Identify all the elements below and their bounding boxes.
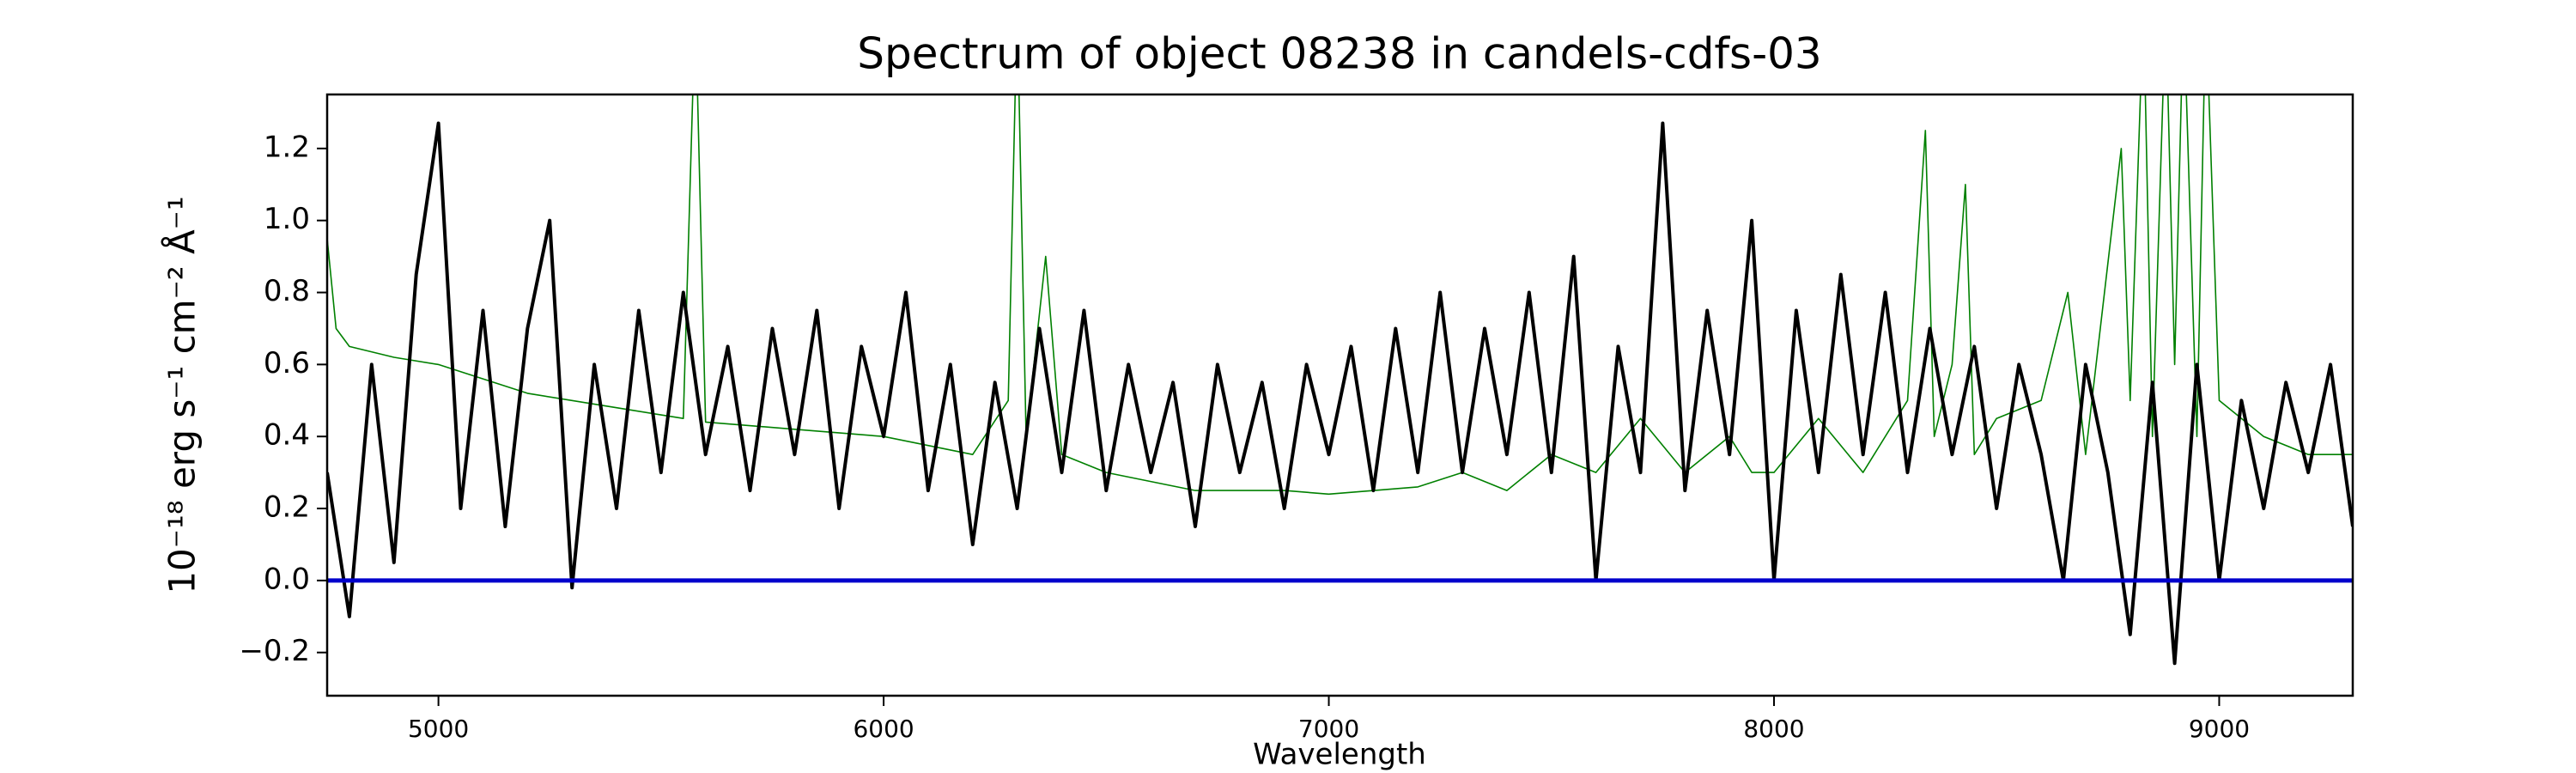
chart-title: Spectrum of object 08238 in candels-cdfs… — [857, 29, 1822, 79]
y-tick-label: 1.2 — [264, 130, 310, 164]
x-tick-label: 5000 — [408, 715, 469, 743]
x-tick-label: 6000 — [853, 715, 914, 743]
spectrum-line — [327, 121, 2353, 666]
y-tick-label: 1.0 — [264, 202, 310, 236]
x-tick-label: 7000 — [1298, 715, 1359, 743]
y-tick-label: 0.0 — [264, 562, 310, 596]
y-tick-label: 0.6 — [264, 346, 310, 380]
x-axis-label: Wavelength — [1253, 738, 1426, 772]
y-tick-label: 0.4 — [264, 418, 310, 453]
y-axis-label: 10⁻¹⁸ erg s⁻¹ cm⁻² Å⁻¹ — [161, 196, 204, 593]
x-tick-label: 9000 — [2189, 715, 2250, 743]
plot-area — [327, 94, 2353, 666]
x-tick-label: 8000 — [1743, 715, 1804, 743]
axes-frame — [325, 93, 2354, 697]
y-tick-label: −0.2 — [239, 634, 310, 668]
y-tick-label: 0.2 — [264, 490, 310, 525]
y-tick-label: 0.8 — [264, 274, 310, 308]
